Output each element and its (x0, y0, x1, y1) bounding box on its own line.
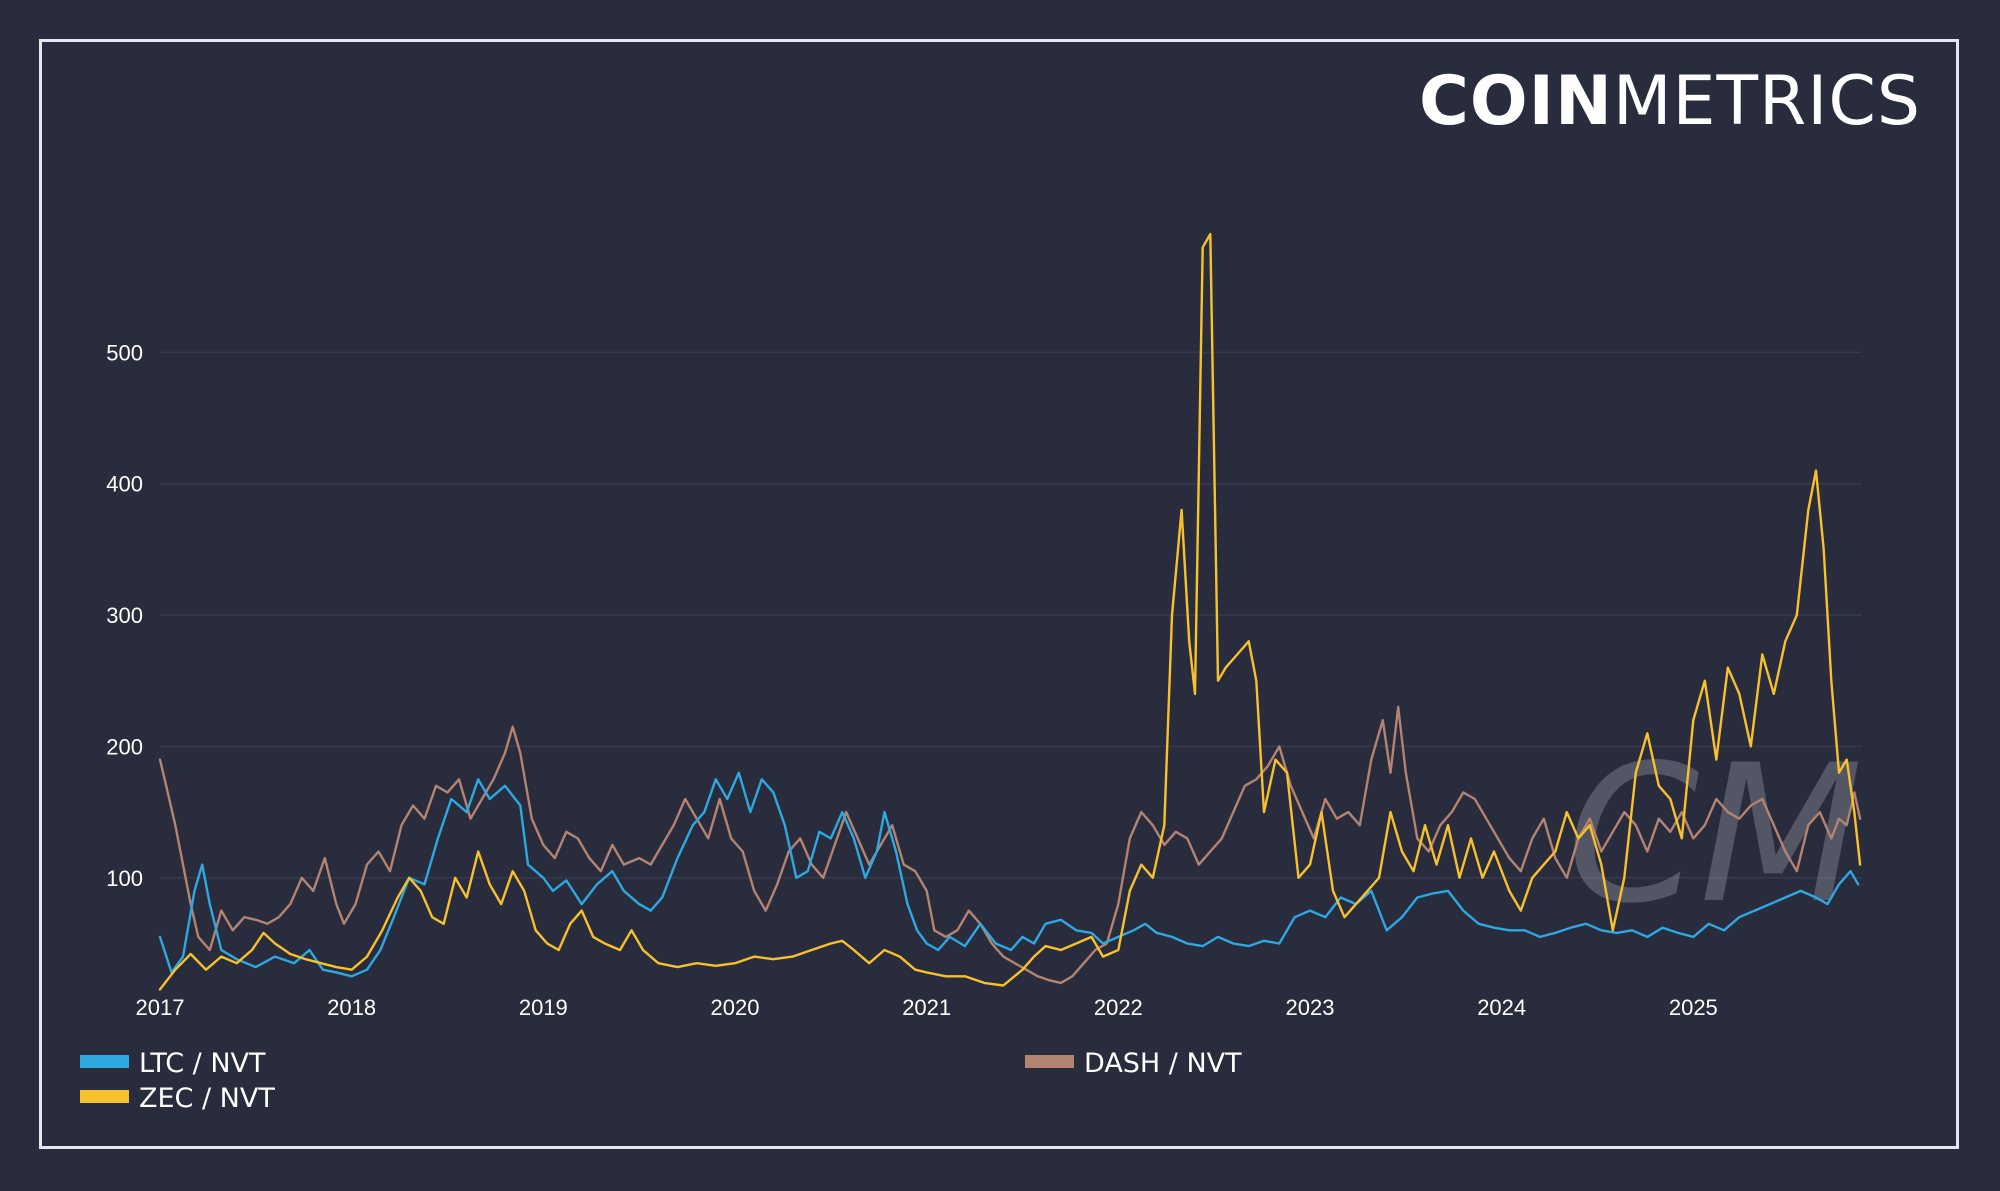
gridlines (160, 351, 1862, 879)
legend-swatch-zec (80, 1090, 129, 1103)
y-tick-label: 100 (106, 866, 143, 891)
cm-watermark: CM (1567, 724, 1864, 945)
legend-label-zec: ZEC / NVT (139, 1083, 275, 1114)
series-line-dash (158, 705, 1862, 985)
x-tick-label: 2025 (1669, 995, 1718, 1020)
y-tick-label: 300 (106, 603, 143, 628)
series-line-zec (158, 232, 1862, 991)
x-tick-label: 2024 (1477, 995, 1526, 1020)
y-axis-ticks: 100 200 300 400 500 (106, 340, 143, 890)
x-axis-ticks: 2017 2018 2019 2020 2021 2022 2023 2024 2025 (136, 995, 1718, 1020)
y-tick-label: 500 (106, 340, 143, 365)
chart-frame (39, 39, 1959, 1149)
x-tick-label: 2021 (902, 995, 951, 1020)
legend-swatch-ltc (80, 1055, 129, 1068)
x-tick-label: 2018 (327, 995, 376, 1020)
x-tick-label: 2020 (711, 995, 760, 1020)
series-line-ltc (158, 771, 1860, 978)
legend: LTC / NVT ZEC / NVT DASH / NVT (80, 1048, 1242, 1114)
logo-light-text: METRICS (1612, 62, 1921, 141)
x-tick-label: 2019 (519, 995, 568, 1020)
legend-swatch-dash (1025, 1055, 1074, 1068)
coinmetrics-logo: COINMETRICS (1419, 68, 1921, 136)
x-tick-label: 2017 (136, 995, 185, 1020)
logo-bold-text: COIN (1418, 62, 1613, 141)
y-tick-label: 400 (106, 472, 143, 497)
y-tick-label: 200 (106, 734, 143, 759)
legend-label-ltc: LTC / NVT (139, 1048, 266, 1079)
series-lines (158, 232, 1862, 991)
x-tick-label: 2023 (1286, 995, 1335, 1020)
x-tick-label: 2022 (1094, 995, 1143, 1020)
watermark-text: CM (1567, 724, 1864, 945)
legend-label-dash: DASH / NVT (1084, 1048, 1242, 1079)
